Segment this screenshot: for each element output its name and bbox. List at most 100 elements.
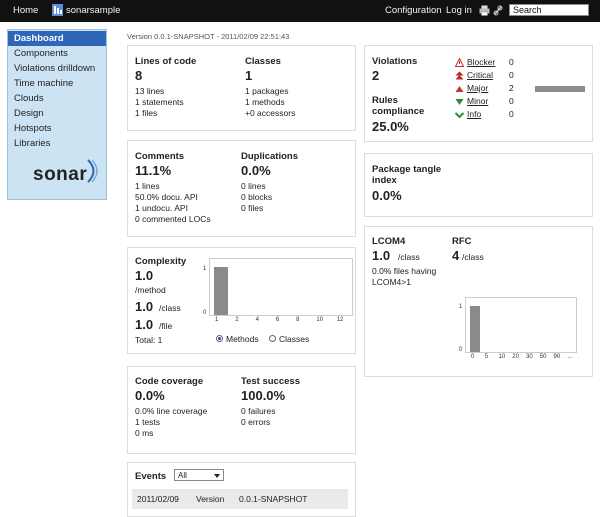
x-tick-label: 6 — [275, 317, 280, 323]
duplicated-files: 0 files — [241, 203, 264, 213]
test-failures: 0 failures — [241, 406, 276, 416]
severity-critical-link[interactable]: Critical — [467, 70, 493, 80]
tests-count: 1 tests — [135, 417, 161, 427]
sidebar-item-dashboard[interactable]: Dashboard — [8, 31, 106, 46]
coverage-value[interactable]: 0.0% — [135, 388, 165, 403]
minor-icon — [455, 99, 464, 105]
lcom4-value[interactable]: 1.0 — [372, 248, 391, 263]
complexity-method-value[interactable]: 1.0 — [135, 268, 154, 283]
rfc-label: RFC — [452, 236, 472, 247]
x-tick-label: 1 — [215, 317, 219, 323]
chevron-down-icon — [214, 474, 220, 478]
histogram-bar — [470, 306, 480, 352]
complexity-y-tick: 1 — [203, 266, 207, 272]
test-success-label: Test success — [241, 376, 300, 387]
duplicated-lines: 0 lines — [241, 181, 266, 191]
test-duration: 0 ms — [135, 428, 154, 438]
statements-count: 1 statements — [135, 97, 184, 107]
search-input[interactable] — [509, 4, 589, 16]
duplications-value[interactable]: 0.0% — [241, 163, 271, 178]
line-coverage: 0.0% line coverage — [135, 406, 208, 416]
event-date: 2011/02/09 — [137, 494, 179, 504]
violations-label: Violations — [372, 56, 418, 67]
complexity-file-unit: /file — [159, 321, 173, 331]
rfc-unit: /class — [462, 252, 484, 262]
lcom4-y-tick: 0 — [459, 347, 463, 353]
permalink-icon[interactable] — [493, 5, 503, 16]
rules-compliance-label-2: compliance — [372, 106, 425, 117]
severity-minor-link[interactable]: Minor — [467, 96, 489, 106]
lcom4-widget: LCOM4 1.0 /class 0.0% files having LCOM4… — [364, 226, 593, 377]
project-icon — [52, 4, 63, 16]
x-tick-label: 12 — [336, 317, 344, 323]
loc-label: Lines of code — [135, 56, 197, 67]
complexity-class-value[interactable]: 1.0 — [135, 299, 154, 314]
violations-value[interactable]: 2 — [372, 68, 380, 83]
home-link[interactable]: Home — [13, 5, 39, 16]
size-widget: Lines of code 8 13 lines 1 statements 1 … — [127, 45, 356, 131]
x-tick-label: 0 — [471, 354, 475, 360]
severity-info-link[interactable]: Info — [467, 109, 482, 119]
x-tick-label: 5 — [484, 354, 489, 360]
rfc-value[interactable]: 4 — [452, 248, 460, 263]
packages-count: 1 packages — [245, 86, 289, 96]
event-type: Version — [196, 494, 225, 504]
info-icon — [455, 112, 464, 119]
classes-value[interactable]: 1 — [245, 68, 253, 83]
sidebar-item-clouds[interactable]: Clouds — [14, 93, 44, 104]
x-tick-label: 2 — [235, 317, 239, 323]
sidebar-item-libraries[interactable]: Libraries — [14, 138, 51, 149]
critical-icon — [455, 71, 464, 80]
sidebar-item-hotspots[interactable]: Hotspots — [14, 123, 52, 134]
coverage-label: Code coverage — [135, 376, 204, 387]
package-tangle-label-2: index — [372, 175, 397, 186]
lcom4-unit: /class — [398, 252, 420, 262]
configuration-link[interactable]: Configuration — [385, 5, 442, 16]
login-link[interactable]: Log in — [446, 5, 472, 16]
major-icon — [455, 86, 464, 92]
x-tick-label: 10 — [316, 317, 324, 323]
tangle-widget: Package tangle index 0.0% — [364, 153, 593, 217]
severity-major-link[interactable]: Major — [467, 83, 489, 93]
comment-lines: 1 lines — [135, 181, 160, 191]
rules-compliance-value[interactable]: 25.0% — [372, 119, 409, 134]
complexity-class-unit: /class — [159, 303, 181, 313]
x-tick-label: 8 — [296, 317, 300, 323]
comments-value[interactable]: 11.1% — [135, 163, 172, 178]
x-tick-label: 20 — [512, 354, 519, 360]
methods-radio[interactable] — [216, 335, 223, 342]
complexity-distribution-chart — [209, 258, 353, 316]
sidebar-item-design[interactable]: Design — [14, 108, 44, 119]
complexity-file-value[interactable]: 1.0 — [135, 317, 154, 332]
complexity-label: Complexity — [135, 256, 187, 267]
x-tick-label: ... — [567, 354, 573, 360]
classes-radio[interactable] — [269, 335, 276, 342]
x-tick-label: 4 — [255, 317, 259, 323]
project-link[interactable]: sonarsample — [66, 5, 121, 16]
test-success-value[interactable]: 100.0% — [241, 388, 286, 403]
classes-radio-label[interactable]: Classes — [279, 334, 310, 344]
sonar-logo[interactable]: sonar — [33, 164, 88, 185]
severity-info-count: 0 — [509, 109, 514, 119]
sidebar: Dashboard Components Violations drilldow… — [7, 29, 107, 200]
complexity-widget: Complexity 1.0 /method 1.0 /class 1.0 /f… — [127, 247, 356, 354]
histogram-bar — [214, 267, 229, 315]
lcom4-distribution-chart — [465, 297, 577, 353]
severity-critical-count: 0 — [509, 70, 514, 80]
sidebar-item-time-machine[interactable]: Time machine — [14, 78, 74, 89]
rules-compliance-label: Rules — [372, 95, 398, 106]
classes-label: Classes — [245, 56, 281, 67]
undocumented-api: 1 undocu. API — [135, 203, 188, 213]
package-tangle-value[interactable]: 0.0% — [372, 188, 402, 203]
lcom4-note: 0.0% files having — [372, 266, 437, 276]
sidebar-item-violations-drilldown[interactable]: Violations drilldown — [14, 63, 96, 74]
lcom4-y-tick: 1 — [459, 304, 463, 310]
methods-radio-label[interactable]: Methods — [226, 334, 259, 344]
sidebar-item-components[interactable]: Components — [14, 48, 68, 59]
documented-api: 50.0% docu. API — [135, 192, 198, 202]
print-icon[interactable] — [479, 5, 490, 16]
events-filter-select[interactable]: All — [174, 469, 224, 481]
severity-minor-count: 0 — [509, 96, 514, 106]
severity-blocker-link[interactable]: Blocker — [467, 57, 496, 67]
loc-value[interactable]: 8 — [135, 68, 143, 83]
